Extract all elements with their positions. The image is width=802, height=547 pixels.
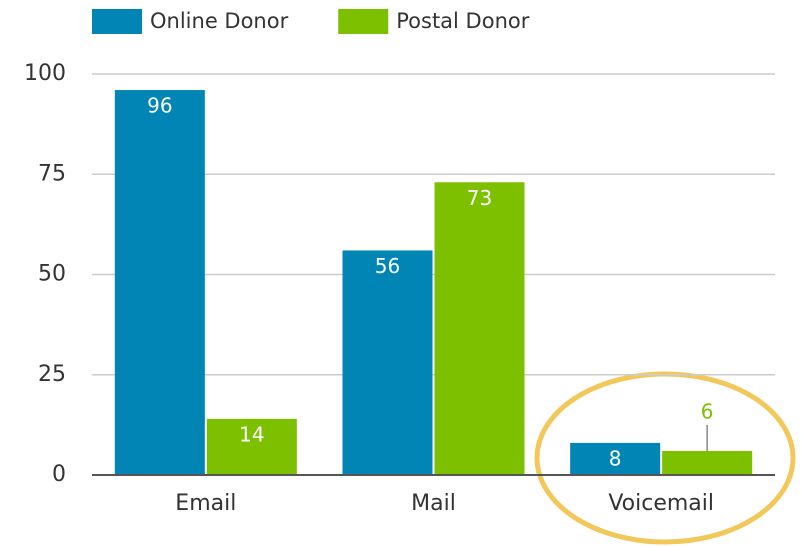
legend-swatch <box>338 9 389 34</box>
value-label: 6 <box>701 399 714 423</box>
value-label: 14 <box>239 422 264 446</box>
y-tick-label: 25 <box>38 362 66 387</box>
y-tick-label: 0 <box>52 462 66 487</box>
bar <box>434 182 525 475</box>
legend-swatch <box>92 9 142 34</box>
bar <box>342 250 433 475</box>
value-label: 56 <box>375 254 400 278</box>
y-tick-label: 50 <box>38 262 66 287</box>
value-label: 8 <box>609 446 622 470</box>
bar <box>662 450 753 475</box>
legend-label: Postal Donor <box>396 9 529 33</box>
value-label: 73 <box>467 186 492 210</box>
x-tick-label: Mail <box>411 491 456 516</box>
value-label: 96 <box>147 94 172 118</box>
bar <box>570 442 661 475</box>
x-tick-label: Email <box>175 491 236 516</box>
y-tick-label: 100 <box>24 61 66 86</box>
x-tick-label: Voicemail <box>608 491 714 516</box>
bar <box>114 90 205 475</box>
legend-label: Online Donor <box>150 9 289 33</box>
bar <box>206 418 297 475</box>
y-tick-label: 75 <box>38 161 66 186</box>
